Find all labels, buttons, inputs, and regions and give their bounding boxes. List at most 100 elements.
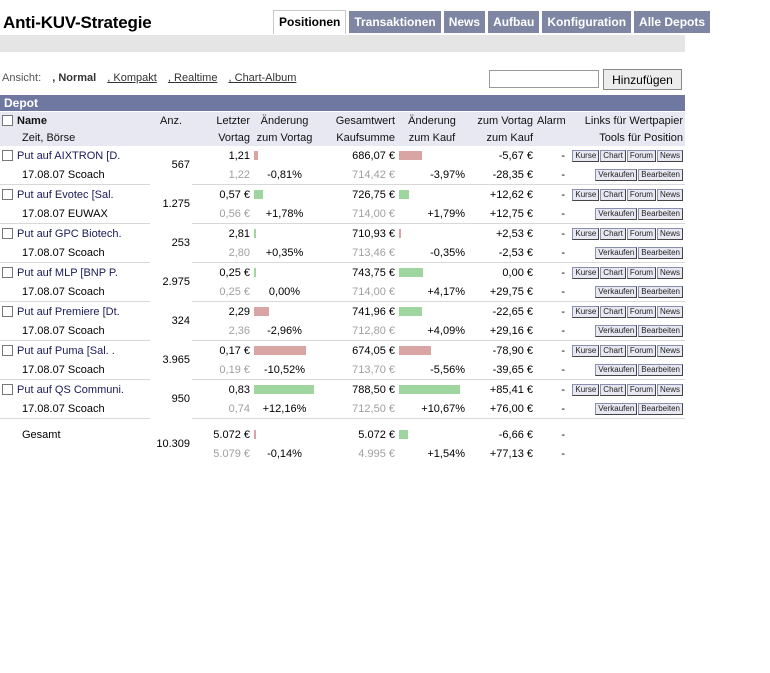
chart-button[interactable]: Chart — [600, 384, 626, 396]
kurse-button[interactable]: Kurse — [572, 189, 600, 201]
total-gesamtwert-value: 5.072 € — [358, 428, 395, 441]
position-meta: 17.08.07 Scoach — [0, 165, 150, 185]
position-anz: 324 — [171, 315, 190, 327]
tab-aufbau[interactable]: Aufbau — [488, 11, 540, 33]
position-letzter: 2,29 — [228, 305, 250, 318]
forum-button[interactable]: Forum — [626, 189, 656, 201]
bearbeiten-button[interactable]: Bearbeiten — [638, 403, 683, 415]
position-row-detail: 17.08.07 Scoach 2,80 +0,35% 713,46 € -0,… — [0, 243, 685, 263]
news-button[interactable]: News — [656, 345, 683, 357]
verkaufen-button[interactable]: Verkaufen — [595, 403, 638, 415]
position-checkbox[interactable] — [2, 306, 13, 318]
verkaufen-button[interactable]: Verkaufen — [595, 169, 638, 181]
view-option-kompakt[interactable]: , Kompakt — [107, 72, 157, 84]
tab-konfiguration[interactable]: Konfiguration — [542, 11, 632, 33]
view-option-chart-album[interactable]: , Chart-Album — [228, 72, 297, 84]
view-option-normal[interactable]: , Normal — [52, 72, 97, 84]
kurse-button[interactable]: Kurse — [572, 345, 600, 357]
position-alarm-2: - — [535, 243, 567, 263]
position-kaufsumme: 713,46 € — [317, 243, 397, 263]
select-all-checkbox[interactable] — [2, 115, 13, 127]
news-button[interactable]: News — [656, 189, 683, 201]
forum-button[interactable]: Forum — [626, 150, 656, 162]
position-meta: 17.08.07 Scoach — [0, 360, 150, 380]
position-row-detail: 17.08.07 Scoach 0,74 +12,16% 712,50 € +1… — [0, 399, 685, 419]
position-alarm: - — [561, 383, 565, 396]
position-chg-day: -2,96% — [252, 321, 317, 341]
chart-button[interactable]: Chart — [600, 345, 626, 357]
forum-button[interactable]: Forum — [626, 267, 656, 279]
verkaufen-button[interactable]: Verkaufen — [595, 325, 638, 337]
change-bar — [254, 190, 263, 200]
news-button[interactable]: News — [656, 384, 683, 396]
security-search-input[interactable] — [489, 70, 599, 88]
news-button[interactable]: News — [656, 306, 683, 318]
tab-news[interactable]: News — [443, 11, 486, 33]
position-alarm: - — [561, 149, 565, 162]
forum-button[interactable]: Forum — [626, 228, 656, 240]
position-link[interactable]: Put auf GPC Biotech. — [17, 227, 122, 240]
news-button[interactable]: News — [656, 267, 683, 279]
tab-positionen[interactable]: Positionen — [273, 10, 347, 34]
position-chg-buy: +10,67% — [397, 399, 467, 419]
position-anz: 567 — [171, 159, 190, 172]
view-option-realtime[interactable]: , Realtime — [167, 72, 218, 84]
verkaufen-button[interactable]: Verkaufen — [595, 247, 638, 259]
position-link[interactable]: Put auf Premiere [Dt. — [17, 305, 120, 318]
chart-button[interactable]: Chart — [600, 267, 626, 279]
add-button[interactable]: Hinzufügen — [603, 69, 682, 90]
position-buy-bar-cell — [397, 146, 467, 165]
chart-button[interactable]: Chart — [600, 306, 626, 318]
verkaufen-button[interactable]: Verkaufen — [595, 208, 638, 220]
news-button[interactable]: News — [656, 228, 683, 240]
tab-transaktionen[interactable]: Transaktionen — [349, 11, 441, 33]
position-checkbox[interactable] — [2, 267, 13, 279]
position-chg-day: +12,16% — [252, 399, 317, 419]
chart-button[interactable]: Chart — [600, 228, 626, 240]
news-button[interactable]: News — [656, 150, 683, 162]
position-zum-vortag: -5,67 € — [498, 149, 533, 162]
bearbeiten-button[interactable]: Bearbeiten — [638, 247, 683, 259]
position-links: Kurse Chart Forum News — [567, 146, 685, 165]
bearbeiten-button[interactable]: Bearbeiten — [638, 286, 683, 298]
position-checkbox[interactable] — [2, 228, 13, 240]
position-link[interactable]: Put auf Evotec [Sal. — [17, 188, 114, 201]
bearbeiten-button[interactable]: Bearbeiten — [638, 169, 683, 181]
kurse-button[interactable]: Kurse — [572, 228, 600, 240]
position-checkbox[interactable] — [2, 150, 13, 162]
header-tools: Tools für Position — [567, 129, 685, 146]
position-link[interactable]: Put auf QS Communi. — [17, 383, 124, 396]
position-checkbox[interactable] — [2, 189, 13, 201]
position-link[interactable]: Put auf Puma [Sal. . — [17, 344, 115, 357]
position-row: Put auf AIXTRON [D. 567 1,21 686,07 € -5… — [0, 146, 685, 171]
forum-button[interactable]: Forum — [626, 306, 656, 318]
forum-button[interactable]: Forum — [626, 384, 656, 396]
kurse-button[interactable]: Kurse — [572, 384, 600, 396]
position-zum-vortag: +85,41 € — [489, 383, 533, 396]
verkaufen-button[interactable]: Verkaufen — [595, 364, 638, 376]
position-checkbox[interactable] — [2, 345, 13, 357]
bearbeiten-button[interactable]: Bearbeiten — [638, 364, 683, 376]
change-bar — [399, 307, 422, 317]
header-alarm-empty — [535, 129, 567, 146]
chart-button[interactable]: Chart — [600, 150, 626, 162]
kurse-button[interactable]: Kurse — [572, 150, 600, 162]
kurse-button[interactable]: Kurse — [572, 306, 600, 318]
bearbeiten-button[interactable]: Bearbeiten — [638, 325, 683, 337]
forum-button[interactable]: Forum — [626, 345, 656, 357]
position-links: Kurse Chart Forum News — [567, 341, 685, 361]
verkaufen-button[interactable]: Verkaufen — [595, 286, 638, 298]
position-row-detail: 17.08.07 Scoach 0,19 € -10,52% 713,70 € … — [0, 360, 685, 380]
position-zum-vortag: -22,65 € — [492, 305, 533, 318]
tab-bar: Positionen Transaktionen News Aufbau Kon… — [273, 10, 711, 34]
bearbeiten-button[interactable]: Bearbeiten — [638, 208, 683, 220]
position-link[interactable]: Put auf AIXTRON [D. — [17, 149, 121, 162]
position-tools: Verkaufen Bearbeiten — [567, 282, 685, 302]
position-alarm-2: - — [535, 360, 567, 380]
position-anz: 950 — [171, 393, 190, 405]
chart-button[interactable]: Chart — [600, 189, 626, 201]
position-checkbox[interactable] — [2, 384, 13, 396]
position-link[interactable]: Put auf MLP [BNP P. — [17, 266, 118, 279]
kurse-button[interactable]: Kurse — [572, 267, 600, 279]
tab-alle-depots[interactable]: Alle Depots — [634, 11, 711, 33]
